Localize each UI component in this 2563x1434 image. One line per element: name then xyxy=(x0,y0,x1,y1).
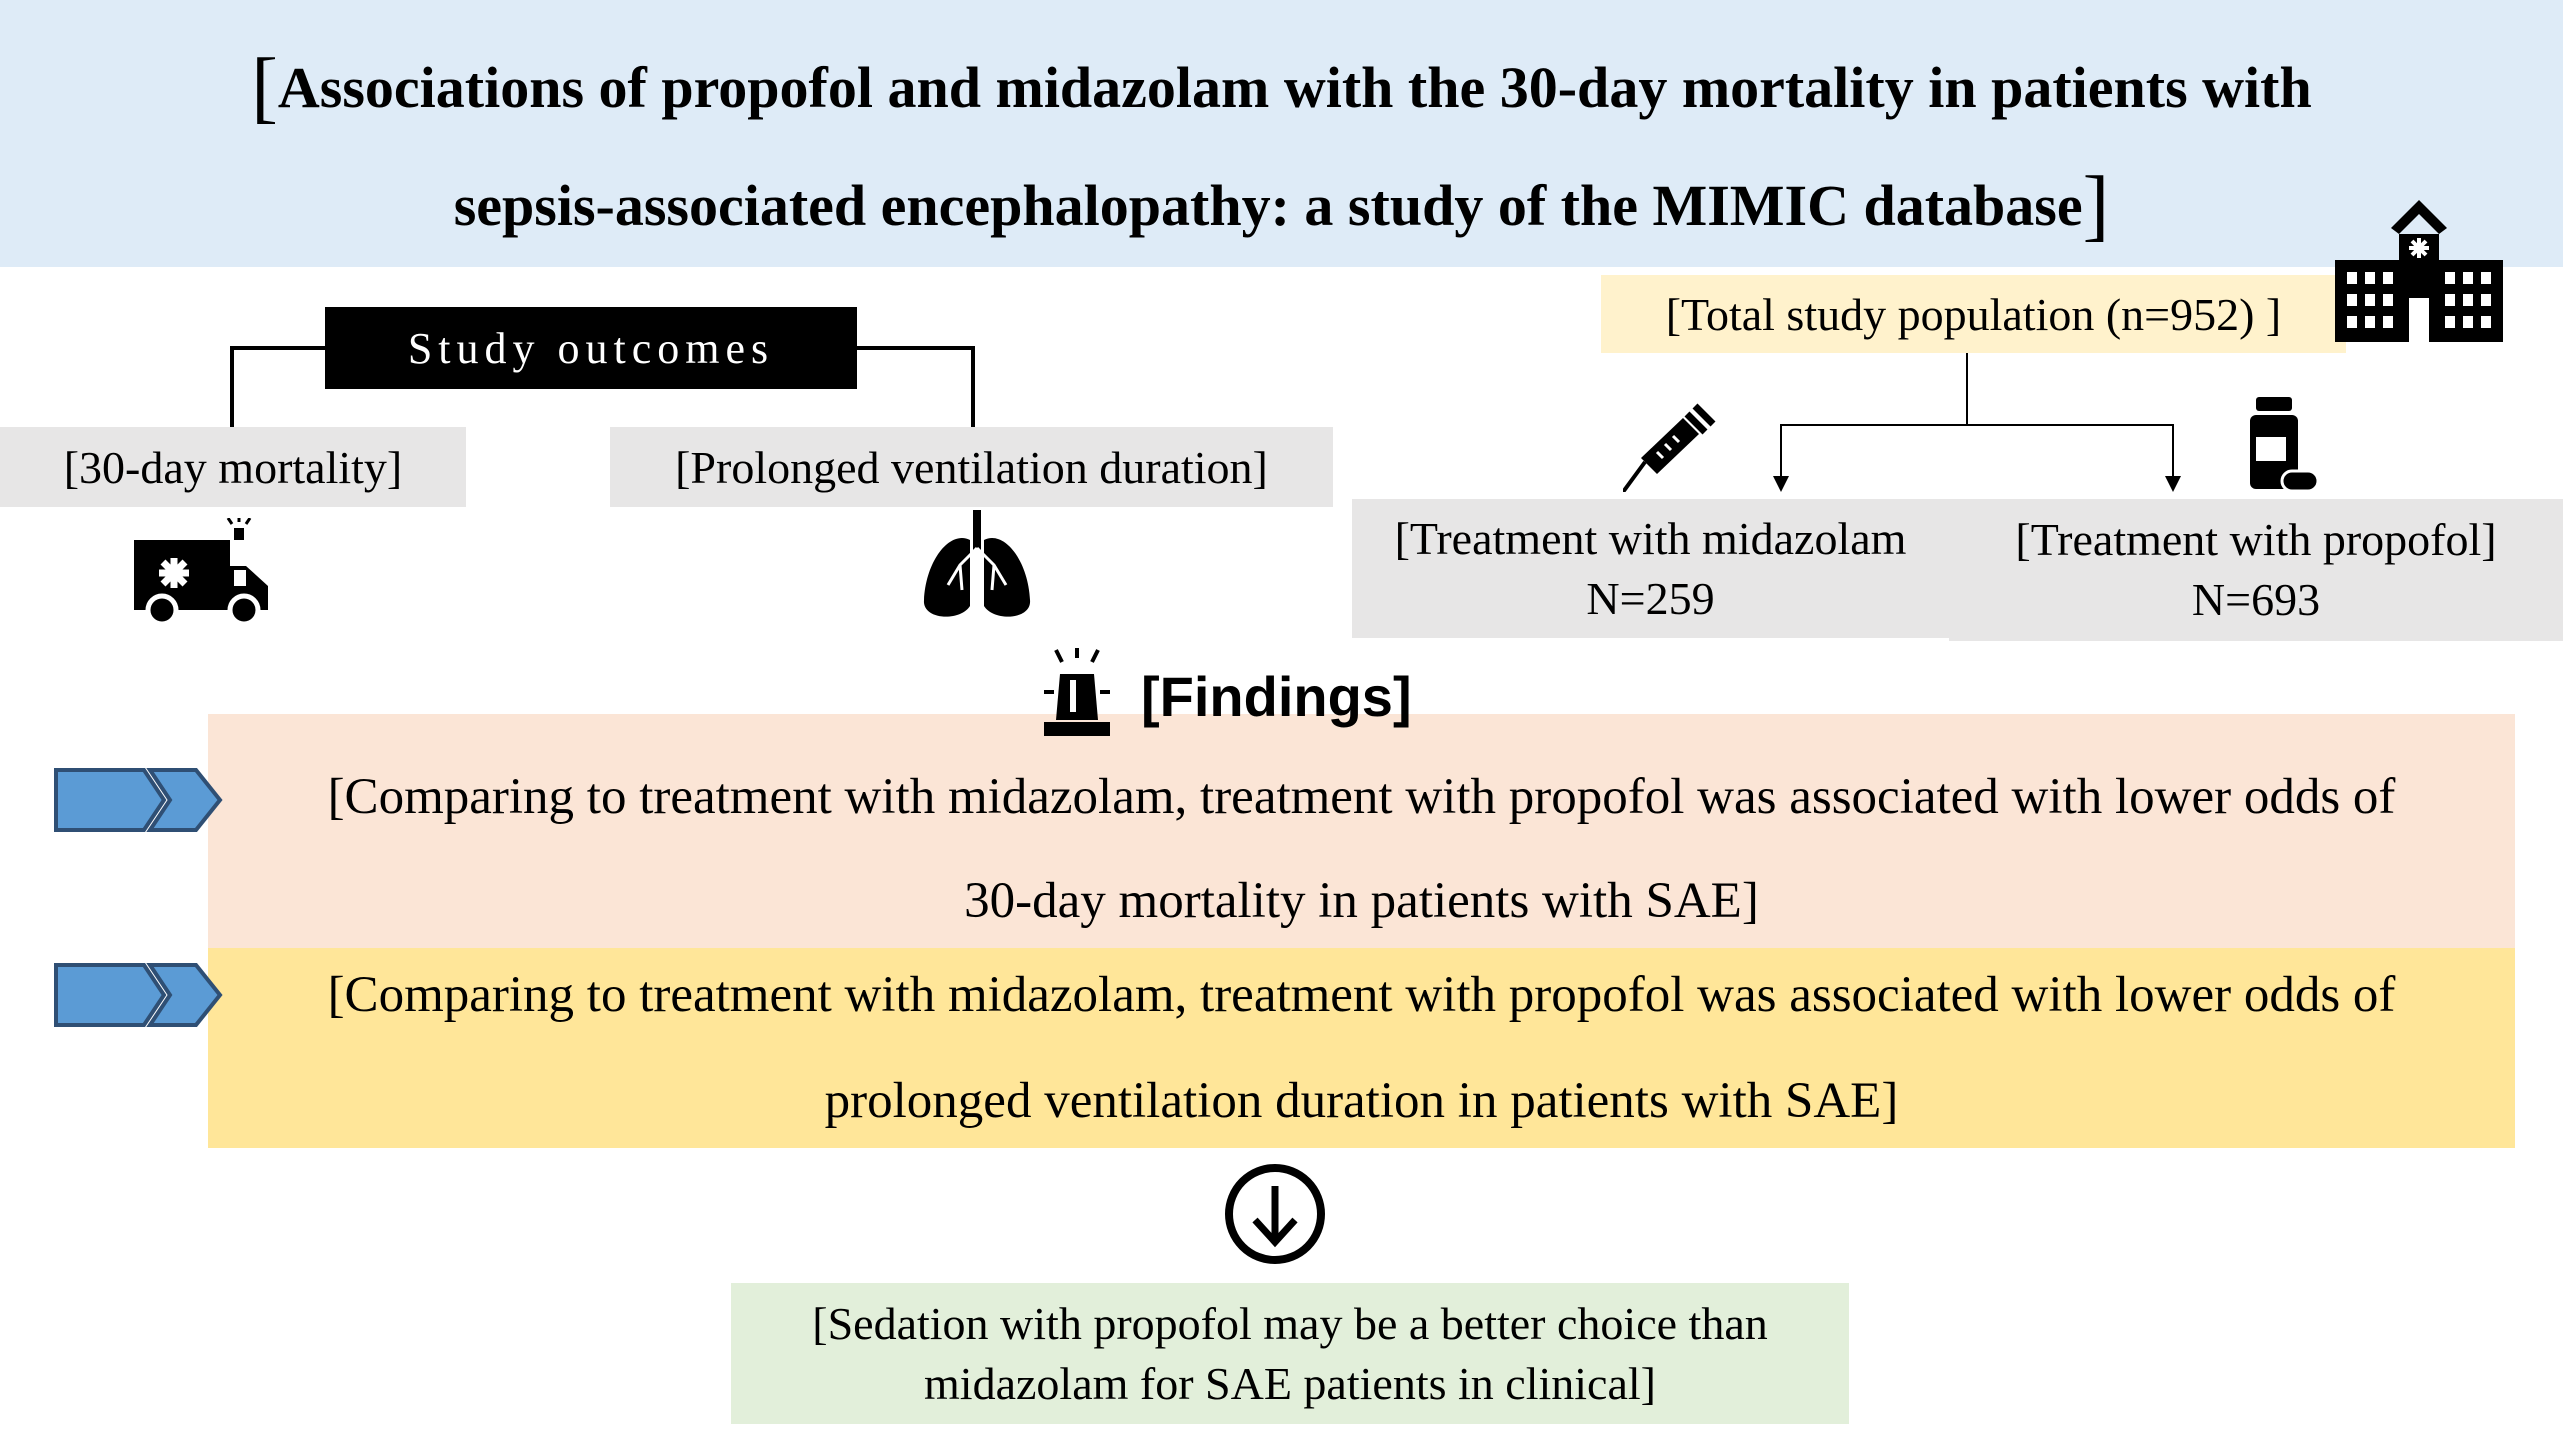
syringe-icon xyxy=(1623,400,1719,492)
connector-line xyxy=(1780,424,1782,479)
finding-2-line-2: prolonged ventilation duration in patien… xyxy=(824,1073,1899,1129)
siren-icon xyxy=(1030,648,1124,738)
finding-box-1: [Comparing to treatment with midazolam, … xyxy=(208,714,2515,948)
outcome-30-day-mortality: [30-day mortality] xyxy=(0,427,466,507)
conclusion-line-1: [Sedation with propofol may be a better … xyxy=(812,1297,1768,1349)
hospital-icon xyxy=(2335,198,2503,342)
arrow-down-circle-icon xyxy=(1223,1162,1327,1266)
title-close-bracket: ] xyxy=(2082,161,2110,249)
connector-line xyxy=(230,346,234,428)
connector-line xyxy=(2172,424,2174,479)
pill-bottle-icon xyxy=(2246,397,2320,495)
conclusion-box: [Sedation with propofol may be a better … xyxy=(731,1283,1849,1424)
propofol-group-label: [Treatment with propofol] xyxy=(2015,514,2497,565)
title-line-2: sepsis-associated encephalopathy: a stud… xyxy=(0,160,2563,251)
study-outcomes-heading: Study outcomes xyxy=(325,307,857,389)
conclusion-line-2: midazolam for SAE patients in clinical] xyxy=(924,1357,1656,1409)
lungs-icon xyxy=(920,510,1034,622)
connector-line xyxy=(857,346,975,350)
connector-line xyxy=(1966,353,1968,425)
finding-1-line-2: 30-day mortality in patients with SAE] xyxy=(964,873,1759,929)
title-text-1: Associations of propofol and midazolam w… xyxy=(277,55,2312,120)
finding-box-2: [Comparing to treatment with midazolam, … xyxy=(208,948,2515,1148)
chevron-icon xyxy=(54,768,224,832)
midazolam-group-count: N=259 xyxy=(1586,572,1715,624)
arrow-down-icon xyxy=(2165,476,2181,492)
title-line-1: [Associations of propofol and midazolam … xyxy=(0,42,2563,133)
ambulance-icon xyxy=(134,518,280,624)
connector-line xyxy=(232,346,325,350)
connector-line xyxy=(971,346,975,428)
connector-line xyxy=(1780,424,2174,426)
propofol-group-box: [Treatment with propofol] N=693 xyxy=(1949,499,2563,641)
chevron-icon xyxy=(54,963,224,1027)
total-population-box: [Total study population (n=952) ] xyxy=(1601,275,2346,353)
outcome-prolonged-ventilation: [Prolonged ventilation duration] xyxy=(610,427,1333,507)
arrow-down-icon xyxy=(1773,476,1789,492)
midazolam-group-label: [Treatment with midazolam xyxy=(1394,512,1907,564)
finding-2-line-1: [Comparing to treatment with midazolam, … xyxy=(327,967,2396,1023)
title-band: [Associations of propofol and midazolam … xyxy=(0,0,2563,267)
title-text-2: sepsis-associated encephalopathy: a stud… xyxy=(453,173,2083,238)
propofol-group-count: N=693 xyxy=(2191,574,2321,625)
finding-1-line-1: [Comparing to treatment with midazolam, … xyxy=(327,769,2396,825)
midazolam-group-box: [Treatment with midazolam N=259 xyxy=(1352,499,1949,638)
title-open-bracket: [ xyxy=(251,43,278,131)
findings-heading: [Findings] xyxy=(1141,665,1412,728)
